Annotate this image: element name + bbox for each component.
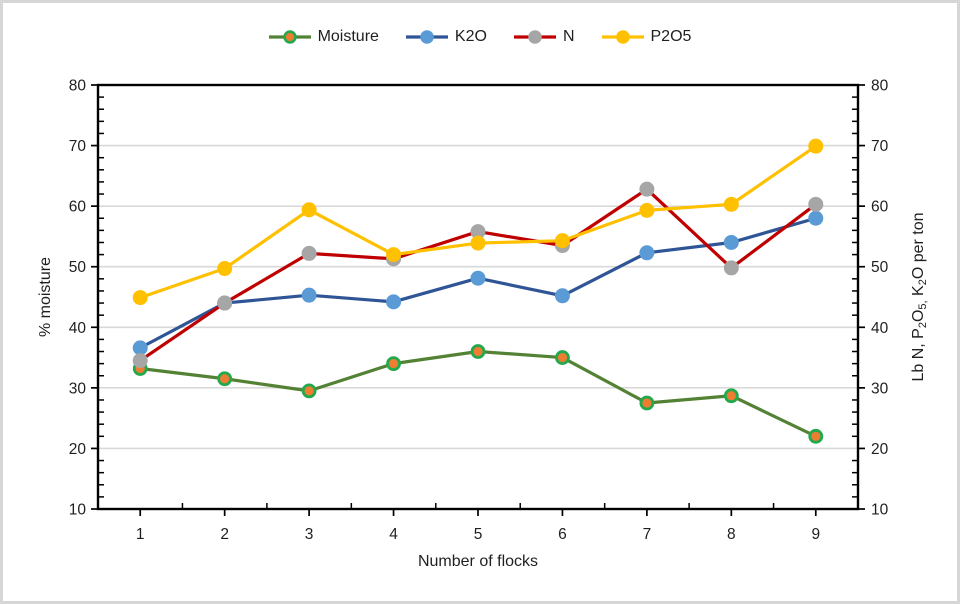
x-axis-title: Number of flocks [417,553,539,570]
right-ytick-label: 40 [871,320,889,337]
legend-item-moisture: Moisture [268,28,379,46]
left-ytick-label: 80 [69,78,87,95]
series-k2o [132,210,824,356]
xtick-label: 9 [811,526,820,543]
legend-swatch-icon [513,30,556,44]
data-point-marker [132,290,148,306]
data-point-marker [808,428,824,444]
left-ytick-label: 40 [69,320,87,337]
legend-item-k2o: K2O [405,28,487,46]
data-point-marker [217,261,233,277]
data-point-marker [386,294,402,310]
xtick-label: 8 [727,526,736,543]
data-point-marker [301,245,317,261]
data-point-marker [808,210,824,226]
xtick-label: 3 [305,526,314,543]
data-point-marker [554,233,570,249]
left-ytick-label: 20 [69,441,87,458]
data-point-marker [132,353,148,369]
data-point-marker [723,388,739,404]
data-point-marker [639,395,655,411]
tick-labels: 10 10 20 20 30 30 40 40 50 50 60 60 70 70 80 80 1 2 3 4 5 6 7 8… [69,78,889,544]
data-point-marker [301,287,317,303]
legend-item-p2o5: P2O5 [601,28,692,46]
data-point-marker [386,247,402,263]
series-moisture [132,344,824,444]
legend-label: N [562,28,575,45]
right-ytick-label: 50 [871,259,889,276]
data-point-marker [723,260,739,276]
left-ytick-label: 50 [69,259,87,276]
data-point-marker [554,288,570,304]
axis-frame [96,83,860,511]
data-point-marker [808,138,824,154]
xtick-label: 2 [220,526,229,543]
legend-swatch-icon [601,30,644,44]
right-ytick-label: 20 [871,441,889,458]
legend-label: K2O [454,28,487,45]
data-point-marker [470,235,486,251]
xtick-label: 1 [136,526,145,543]
xtick-label: 6 [558,526,567,543]
data-point-marker [808,196,824,212]
xtick-label: 7 [643,526,652,543]
series-line [140,349,817,438]
legend-item-n: N [513,28,575,46]
data-point-marker [386,356,401,372]
data-point-marker [723,196,739,212]
right-ytick-label: 80 [871,78,889,95]
data-point-marker [217,371,233,387]
data-point-marker [470,344,486,359]
chart-legend: Moisture K2O N P2O5 [3,28,957,46]
legend-label: P2O5 [650,28,692,45]
left-ytick-label: 30 [69,380,87,397]
xtick-label: 4 [389,526,398,543]
data-point-marker [639,202,655,218]
left-ytick-label: 60 [69,199,87,216]
plot-svg: 10 10 20 20 30 30 40 40 50 50 60 60 70 70 80 80 1 2 3 4 5 6 7 8… [69,78,889,544]
data-point-marker [301,383,317,399]
legend-swatch-icon [405,30,448,44]
xtick-label: 5 [474,526,483,543]
data-point-marker [555,350,570,365]
data-point-marker [639,245,655,261]
left-ytick-label: 70 [69,138,87,155]
right-ytick-label: 60 [871,199,889,216]
legend-label: Moisture [317,28,379,45]
left-ytick-label: 10 [69,502,87,519]
right-ytick-label: 10 [871,502,889,519]
right-ytick-label: 30 [871,380,889,397]
right-ytick-label: 70 [871,138,889,155]
data-point-marker [132,340,148,356]
data-point-marker [217,295,233,311]
legend-swatch-icon [268,30,311,44]
series-p2o5 [132,138,824,306]
data-point-marker [470,270,486,286]
axis-ticks [91,84,865,516]
data-point-marker [301,202,317,218]
data-point-marker [723,234,739,250]
data-point-marker [639,181,655,197]
